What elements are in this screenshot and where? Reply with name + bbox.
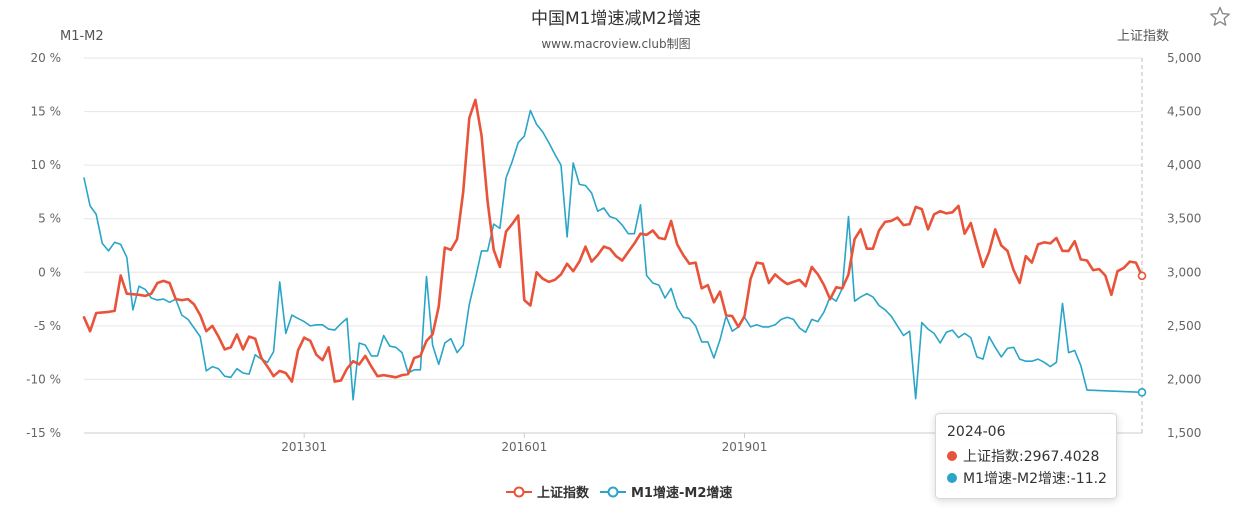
sse-last-point: [1137, 271, 1147, 281]
x-tick-label: 201901: [722, 440, 768, 454]
x-tick-label: 201601: [501, 440, 547, 454]
tooltip-date: 2024-06: [947, 424, 1006, 440]
sse-series-line: [82, 98, 1144, 383]
right-tick-label: 5,000: [1167, 51, 1201, 65]
star-outline-icon[interactable]: [1208, 5, 1232, 29]
tooltip: 2024-06 上证指数:2967.4028 M1增速-M2增速:-11.2: [935, 413, 1117, 499]
left-axis-ticks: 20 % 15 % 10 % 5 % 0 % -5 % -10 % -15 %: [26, 51, 61, 440]
left-tick-label: 0 %: [38, 265, 61, 279]
left-tick-label: 5 %: [38, 212, 61, 226]
left-tick-label: 15 %: [31, 105, 62, 119]
tooltip-dot-m1m2: [947, 473, 957, 483]
right-axis-name: 上证指数: [1117, 29, 1169, 44]
left-axis-name: M1-M2: [60, 29, 104, 44]
x-tick-label: 201301: [281, 440, 327, 454]
right-tick-label: 4,500: [1167, 105, 1201, 119]
right-tick-label: 3,000: [1167, 265, 1201, 279]
tooltip-sse-value: 上证指数:2967.4028: [963, 449, 1100, 465]
legend-label-m1m2: M1增速-M2增速: [631, 485, 732, 501]
legend-marker-sse: [513, 486, 525, 498]
right-tick-label: 2,500: [1167, 319, 1201, 333]
chart-subtitle: www.macroview.club制图: [541, 37, 690, 51]
legend-item-m1m2[interactable]: M1增速-M2增速: [600, 485, 732, 501]
m1m2-series-line: [83, 109, 1143, 401]
legend-label-sse: 上证指数: [537, 485, 590, 501]
legend[interactable]: 上证指数 M1增速-M2增速: [506, 485, 732, 501]
chart-title: 中国M1增速减M2增速: [531, 9, 701, 29]
left-tick-label: 10 %: [31, 158, 62, 172]
tooltip-row-m1m2: M1增速-M2增速:-11.2: [947, 467, 1107, 489]
grid-lines: [84, 57, 1142, 434]
right-axis-ticks: 5,000 4,500 4,000 3,500 3,000 2,500 2,000 1,500: [1167, 51, 1201, 440]
left-tick-label: -15 %: [26, 426, 61, 440]
right-tick-label: 1,500: [1167, 426, 1201, 440]
series-lines: [82, 98, 1147, 401]
left-tick-label: -10 %: [26, 372, 61, 386]
legend-marker-m1m2: [607, 486, 619, 498]
right-tick-label: 4,000: [1167, 158, 1201, 172]
left-tick-label: -5 %: [34, 319, 61, 333]
legend-item-sse[interactable]: 上证指数: [506, 485, 590, 501]
x-axis-ticks: 201301 201601 201901: [281, 433, 767, 454]
left-tick-label: 20 %: [31, 51, 62, 65]
right-tick-label: 2,000: [1167, 372, 1201, 386]
tooltip-row-sse: 上证指数:2967.4028: [947, 445, 1106, 467]
m1m2-last-point: [1137, 387, 1147, 397]
tooltip-dot-sse: [947, 451, 957, 461]
right-tick-label: 3,500: [1167, 212, 1201, 226]
tooltip-m1m2-value: M1增速-M2增速:-11.2: [963, 471, 1107, 487]
